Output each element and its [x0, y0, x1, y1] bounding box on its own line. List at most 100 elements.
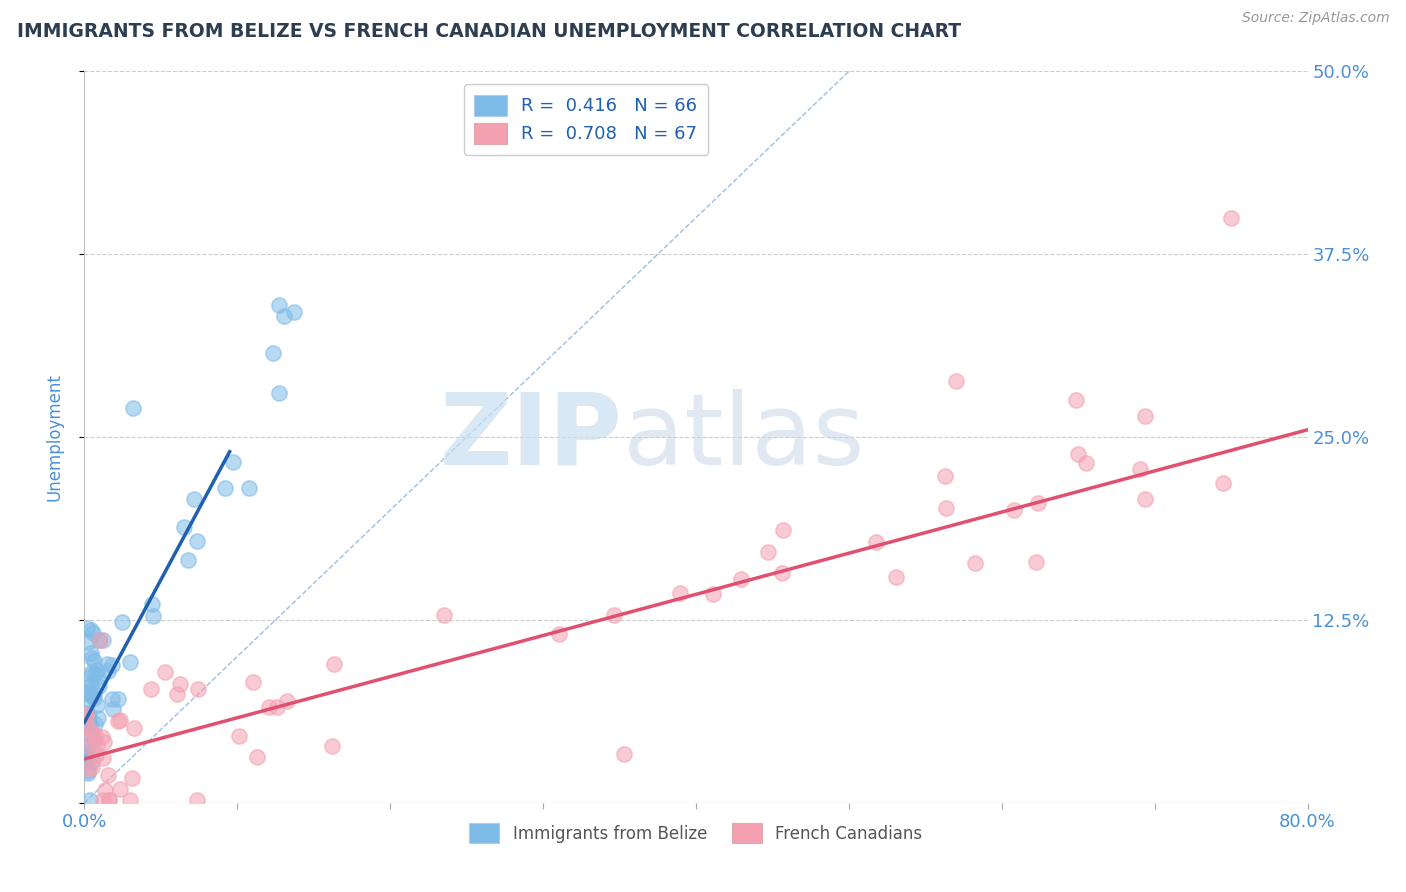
Point	[273, 310, 295, 324]
Point	[77, 635, 100, 649]
Point	[91, 751, 114, 765]
Point	[80, 623, 103, 637]
Point	[83, 654, 105, 668]
Point	[75, 746, 97, 760]
Point	[166, 687, 188, 701]
Point	[80, 667, 103, 681]
Point	[177, 553, 200, 567]
Point	[142, 608, 165, 623]
Point	[107, 714, 129, 729]
Point	[80, 677, 103, 691]
Point	[83, 686, 105, 700]
Point	[186, 533, 208, 548]
Point	[702, 587, 724, 601]
Point	[93, 735, 115, 749]
Point	[80, 646, 103, 660]
Text: Source: ZipAtlas.com: Source: ZipAtlas.com	[1241, 11, 1389, 25]
Point	[772, 523, 794, 537]
Point	[97, 768, 120, 782]
Point	[80, 689, 103, 703]
Point	[77, 738, 100, 752]
Point	[101, 701, 124, 715]
Point	[83, 691, 105, 706]
Point	[87, 679, 110, 693]
Point	[120, 793, 142, 807]
Point	[75, 686, 97, 700]
Point	[77, 762, 100, 776]
Point	[77, 708, 100, 723]
Point	[97, 665, 120, 679]
Point	[87, 711, 110, 725]
Point	[89, 632, 111, 647]
Point	[141, 597, 163, 611]
Point	[75, 707, 97, 722]
Point	[101, 657, 124, 672]
Point	[141, 682, 163, 697]
Point	[770, 566, 793, 580]
Point	[214, 481, 236, 495]
Point	[669, 586, 692, 600]
Point	[865, 535, 887, 549]
Point	[86, 737, 108, 751]
Point	[82, 740, 104, 755]
Point	[80, 760, 103, 774]
Point	[75, 694, 97, 708]
Point	[1067, 447, 1090, 461]
Point	[84, 747, 107, 762]
Point	[965, 556, 987, 570]
Point	[75, 717, 97, 731]
Point	[246, 750, 269, 764]
Point	[322, 657, 344, 671]
Point	[108, 713, 131, 727]
Point	[321, 739, 343, 753]
Point	[76, 621, 98, 635]
Point	[82, 725, 104, 739]
Point	[269, 386, 291, 401]
Text: IMMIGRANTS FROM BELIZE VS FRENCH CANADIAN UNEMPLOYMENT CORRELATION CHART: IMMIGRANTS FROM BELIZE VS FRENCH CANADIA…	[17, 22, 960, 41]
Point	[433, 608, 456, 623]
Point	[756, 545, 779, 559]
Point	[121, 771, 143, 785]
Point	[613, 747, 636, 762]
Point	[108, 781, 131, 796]
Point	[75, 755, 97, 769]
Point	[122, 721, 145, 735]
Point	[91, 793, 114, 807]
Point	[77, 711, 100, 725]
Point	[79, 793, 101, 807]
Point	[548, 627, 571, 641]
Point	[77, 715, 100, 730]
Point	[1129, 462, 1152, 476]
Point	[94, 783, 117, 797]
Point	[75, 716, 97, 731]
Point	[84, 717, 107, 731]
Point	[84, 667, 107, 681]
Point	[1133, 492, 1156, 507]
Point	[266, 700, 288, 714]
Point	[262, 346, 284, 360]
Point	[97, 793, 120, 807]
Point	[75, 709, 97, 723]
Point	[242, 675, 264, 690]
Point	[153, 665, 176, 679]
Point	[90, 730, 112, 744]
Point	[228, 729, 250, 743]
Point	[183, 491, 205, 506]
Point	[77, 684, 100, 698]
Point	[75, 706, 97, 720]
Point	[97, 792, 120, 806]
Point	[122, 401, 145, 415]
Point	[96, 657, 118, 672]
Text: atlas: atlas	[623, 389, 865, 485]
Point	[186, 793, 208, 807]
Point	[76, 746, 98, 760]
Point	[1133, 409, 1156, 423]
Point	[257, 700, 280, 714]
Point	[1026, 496, 1049, 510]
Point	[77, 681, 100, 696]
Point	[1076, 456, 1098, 470]
Point	[82, 754, 104, 768]
Point	[77, 764, 100, 778]
Point	[80, 651, 103, 665]
Point	[79, 717, 101, 731]
